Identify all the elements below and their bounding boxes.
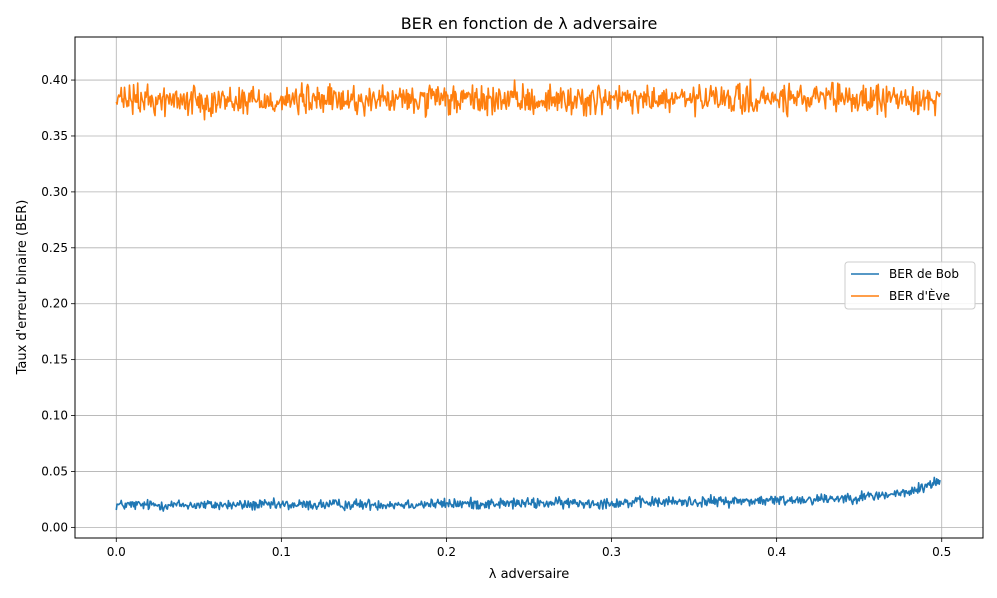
- series-line-eve: [115, 78, 941, 121]
- chart-title: BER en fonction de λ adversaire: [401, 14, 658, 33]
- y-tick-label: 0.25: [41, 241, 68, 255]
- y-axis-label: Taux d'erreur binaire (BER): [15, 200, 30, 376]
- series-line-bob: [115, 476, 941, 512]
- y-tick-label: 0.35: [41, 129, 68, 143]
- x-tick-label: 0.1: [272, 545, 291, 559]
- y-tick-label: 0.40: [41, 73, 68, 87]
- y-tick-label: 0.30: [41, 185, 68, 199]
- x-tick-label: 0.5: [932, 545, 951, 559]
- y-axis-ticks: 0.00 0.05 0.10 0.15 0.20 0.25 0.30 0.35 0.40: [41, 73, 75, 534]
- y-tick-label: 0.00: [41, 520, 68, 534]
- series-layer: [115, 78, 941, 512]
- y-tick-label: 0.15: [41, 353, 68, 367]
- legend: BER de Bob BER d'Ève: [844, 261, 976, 310]
- x-tick-label: 0.4: [767, 545, 786, 559]
- y-tick-label: 0.05: [41, 464, 68, 478]
- x-axis-ticks: 0.0 0.1 0.2 0.3 0.4 0.5: [107, 538, 951, 559]
- y-tick-label: 0.10: [41, 409, 68, 423]
- legend-label-eve: BER d'Ève: [889, 288, 950, 303]
- legend-label-bob: BER de Bob: [889, 267, 959, 281]
- x-axis-label: λ adversaire: [489, 567, 570, 582]
- x-tick-label: 0.3: [602, 545, 621, 559]
- plot-frame: [74, 36, 984, 539]
- x-tick-label: 0.2: [437, 545, 456, 559]
- x-tick-label: 0.0: [107, 545, 126, 559]
- y-tick-label: 0.20: [41, 297, 68, 311]
